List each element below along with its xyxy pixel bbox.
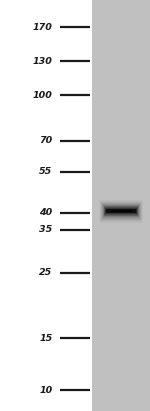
Bar — [104, 207, 138, 215]
Bar — [106, 210, 136, 212]
Text: 130: 130 — [33, 57, 52, 66]
Bar — [104, 207, 138, 215]
Bar — [106, 209, 136, 213]
Text: 40: 40 — [39, 208, 52, 217]
Bar — [103, 205, 139, 217]
Bar — [106, 209, 137, 213]
Bar — [104, 206, 139, 217]
Bar — [105, 208, 137, 215]
Bar — [101, 201, 142, 221]
Bar — [99, 200, 143, 223]
Bar — [106, 209, 137, 213]
Bar — [106, 210, 136, 212]
Bar — [106, 209, 137, 213]
Bar — [103, 205, 139, 217]
Bar — [104, 206, 138, 216]
Bar — [102, 204, 140, 218]
Bar — [101, 202, 141, 221]
Bar — [100, 201, 142, 222]
Text: 55: 55 — [39, 167, 52, 176]
Bar — [104, 206, 138, 216]
Bar — [105, 208, 137, 214]
Bar — [101, 202, 141, 220]
Bar — [105, 208, 137, 213]
Bar — [103, 205, 139, 217]
Text: 15: 15 — [39, 334, 52, 343]
Bar — [105, 208, 137, 214]
Bar — [104, 206, 138, 216]
Bar — [104, 207, 138, 215]
Bar — [105, 207, 138, 215]
Bar — [111, 210, 132, 212]
Bar — [99, 199, 143, 224]
Bar — [105, 208, 137, 214]
Bar — [104, 205, 139, 217]
Bar — [104, 206, 139, 216]
Bar — [101, 203, 141, 220]
Bar — [106, 209, 136, 212]
Bar — [105, 208, 137, 214]
Bar — [105, 208, 137, 214]
Bar — [106, 209, 136, 213]
Bar — [100, 201, 142, 222]
Text: 100: 100 — [33, 90, 52, 99]
Bar — [103, 206, 139, 217]
Bar — [102, 203, 140, 219]
Bar — [104, 206, 138, 216]
Bar — [105, 207, 138, 215]
Bar — [99, 199, 143, 224]
Bar — [103, 204, 140, 218]
Text: 10: 10 — [39, 386, 52, 395]
Text: 170: 170 — [33, 23, 52, 32]
Bar — [100, 201, 142, 222]
Bar — [100, 200, 143, 223]
Bar — [102, 203, 141, 219]
Bar — [92, 0, 150, 411]
Bar — [105, 208, 138, 215]
Bar — [104, 206, 138, 215]
Bar — [103, 205, 139, 217]
Bar — [106, 210, 136, 212]
Text: 25: 25 — [39, 268, 52, 277]
Bar — [102, 203, 140, 219]
Text: 35: 35 — [39, 225, 52, 234]
Text: 70: 70 — [39, 136, 52, 145]
